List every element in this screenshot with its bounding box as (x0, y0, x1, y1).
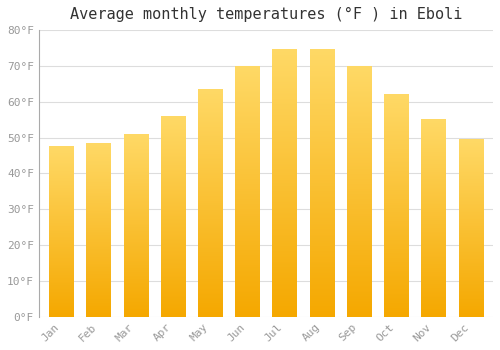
Title: Average monthly temperatures (°F ) in Eboli: Average monthly temperatures (°F ) in Eb… (70, 7, 462, 22)
